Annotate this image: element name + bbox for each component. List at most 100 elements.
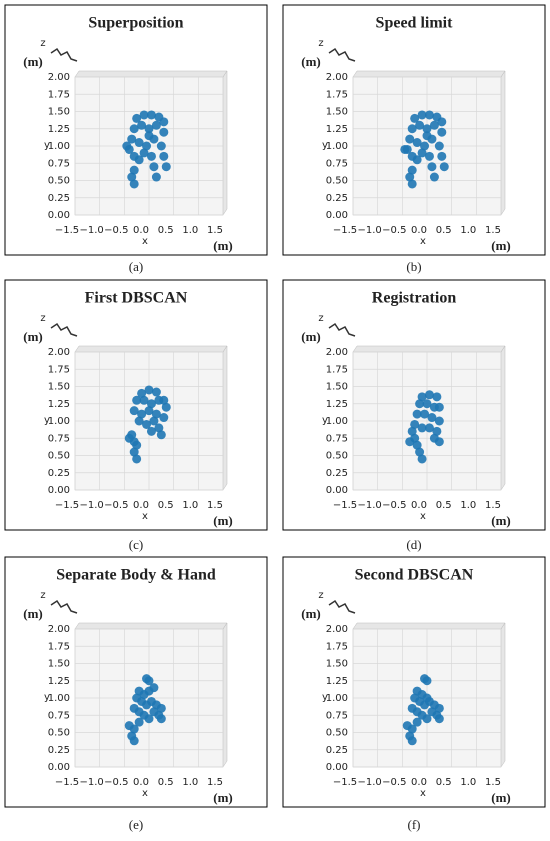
x-unit: (m)	[213, 790, 233, 805]
y-tick-label: 0.50	[48, 176, 70, 187]
y-axis-label: y	[322, 415, 328, 426]
point	[151, 120, 161, 130]
x-tick-label: −0.5	[382, 777, 406, 788]
point	[154, 423, 164, 433]
x-unit: (m)	[213, 238, 233, 253]
chart-title: Speed limit	[376, 15, 454, 32]
y-axis-label: y	[44, 415, 50, 426]
y-axis-label: y	[322, 692, 328, 703]
x-tick-label: −1.5	[333, 777, 357, 788]
point	[144, 714, 154, 724]
pane	[500, 70, 506, 216]
point	[144, 686, 154, 696]
y-tick-label: 0.00	[326, 485, 348, 496]
y-axis-label: y	[44, 140, 50, 151]
point	[405, 172, 415, 182]
y-tick-label: 0.75	[326, 710, 348, 721]
y-tick-label: 2.00	[326, 624, 348, 635]
x-tick-label: −1.0	[80, 225, 104, 236]
panel-border	[282, 4, 546, 256]
point	[422, 399, 432, 409]
point	[139, 110, 149, 120]
x-tick-label: −1.0	[358, 777, 382, 788]
y-tick-label: 1.75	[48, 641, 70, 652]
point	[422, 124, 432, 134]
y-tick-label: 1.50	[48, 382, 70, 393]
point	[156, 714, 166, 724]
point	[134, 717, 144, 727]
point	[439, 162, 449, 172]
point	[432, 392, 442, 402]
chart-title: Second DBSCAN	[355, 567, 474, 584]
point	[144, 385, 154, 395]
x-axis-label: x	[142, 236, 148, 247]
panel-border	[4, 556, 268, 808]
panel: Registration0.000.250.500.751.001.251.50…	[282, 279, 546, 531]
pane	[74, 622, 228, 630]
y-unit: (m)	[301, 54, 321, 69]
point	[422, 676, 432, 686]
pane	[222, 70, 228, 216]
point	[410, 419, 420, 429]
panel-border	[282, 279, 546, 531]
point	[129, 736, 139, 746]
y-tick-label: 1.75	[326, 641, 348, 652]
point	[412, 155, 422, 165]
point	[412, 409, 422, 419]
x-unit: (m)	[213, 513, 233, 528]
y-tick-label: 0.75	[48, 710, 70, 721]
x-tick-label: 0.0	[133, 500, 149, 511]
y-tick-label: 0.00	[326, 210, 348, 221]
y-tick-label: 1.50	[48, 107, 70, 118]
z-axis-label: z	[40, 38, 45, 49]
point	[417, 148, 427, 158]
caption: (f)	[408, 817, 421, 832]
point	[132, 440, 142, 450]
point	[407, 124, 417, 134]
chart-title: Separate Body & Hand	[56, 567, 216, 584]
x-axis-label: x	[420, 788, 426, 799]
y-tick-label: 0.50	[326, 451, 348, 462]
y-tick-label: 0.00	[48, 210, 70, 221]
y-tick-label: 0.75	[48, 433, 70, 444]
y-tick-label: 1.75	[326, 89, 348, 100]
y-tick-label: 0.25	[326, 468, 348, 479]
x-unit: (m)	[491, 513, 511, 528]
x-tick-label: 1.5	[207, 500, 223, 511]
point	[159, 127, 169, 137]
point	[412, 440, 422, 450]
point	[427, 162, 437, 172]
panel: Speed limit 0.00 0.25 0.50 0.75 1.00 1.25 1.50 1…	[282, 4, 546, 256]
x-tick-label: 0.5	[158, 777, 174, 788]
x-tick-label: −1.0	[358, 500, 382, 511]
point	[424, 390, 434, 400]
pane	[352, 345, 506, 353]
y-tick-label: 0.50	[48, 728, 70, 739]
point	[159, 413, 169, 423]
point	[434, 437, 444, 447]
y-tick-label: 1.75	[326, 364, 348, 375]
point	[146, 399, 156, 409]
point	[434, 416, 444, 426]
y-tick-label: 1.00	[326, 141, 348, 152]
point	[129, 124, 139, 134]
x-axis-label: x	[420, 511, 426, 522]
point	[159, 151, 169, 161]
point	[417, 392, 427, 402]
x-tick-label: −1.0	[80, 777, 104, 788]
x-tick-label: 1.0	[182, 500, 198, 511]
point	[127, 172, 137, 182]
pane	[222, 345, 228, 491]
x-tick-label: 1.5	[485, 500, 501, 511]
x-tick-label: 0.0	[133, 777, 149, 788]
point	[139, 148, 149, 158]
caption: (c)	[129, 537, 143, 552]
pane	[74, 70, 228, 78]
x-tick-label: −1.5	[55, 777, 79, 788]
point	[134, 138, 144, 148]
x-tick-label: 1.0	[460, 225, 476, 236]
y-unit: (m)	[23, 329, 43, 344]
y-tick-label: 0.25	[326, 745, 348, 756]
x-tick-label: −1.5	[55, 225, 79, 236]
